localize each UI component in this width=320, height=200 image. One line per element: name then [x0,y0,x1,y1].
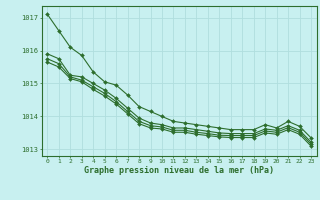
X-axis label: Graphe pression niveau de la mer (hPa): Graphe pression niveau de la mer (hPa) [84,166,274,175]
